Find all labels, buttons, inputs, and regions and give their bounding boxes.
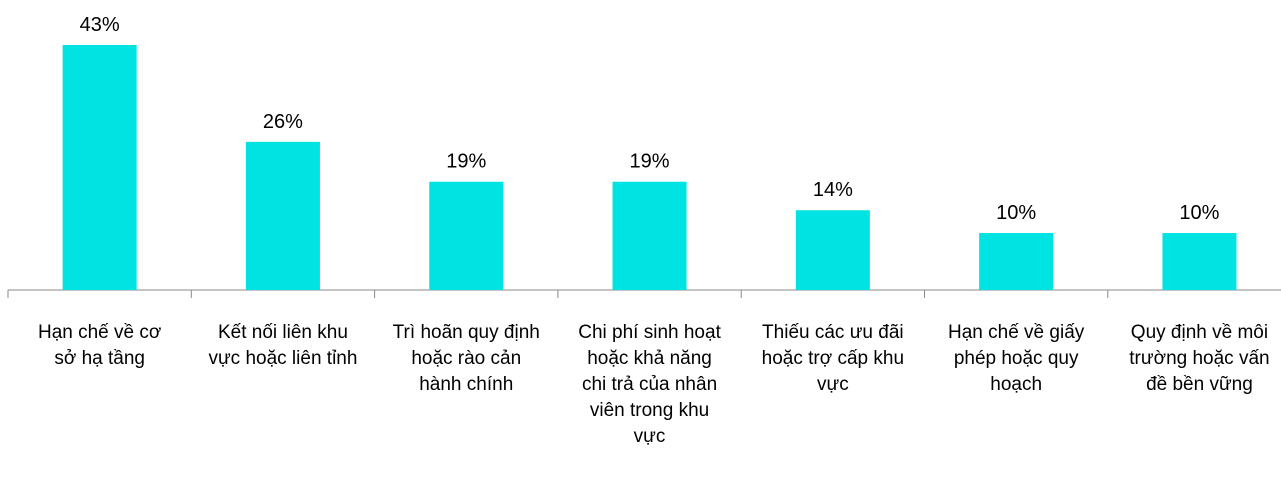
bar	[245, 141, 320, 290]
value-label: 19%	[446, 151, 486, 173]
x-tick-label: Thiếu các ưu đãi hoặc trợ cấp khu vực	[762, 322, 904, 395]
bar	[429, 181, 504, 290]
value-label: 26%	[263, 111, 303, 133]
x-tick-label: Hạn chế về cơ sở hạ tầng	[38, 322, 161, 369]
bar	[795, 210, 870, 290]
x-tick-label: Chi phí sinh hoạt hoặc khả năng chi trả củ…	[578, 322, 721, 447]
x-tick-label: Trì hoãn quy định hoặc rào cản hành chính	[393, 322, 540, 395]
bar	[979, 233, 1054, 290]
value-label: 19%	[630, 151, 670, 173]
value-label: 10%	[996, 202, 1036, 224]
x-tick-label: Kết nối liên khu vực hoặc liên tỉnh	[208, 322, 357, 369]
x-tick-label: Hạn chế về giấy phép hoặc quy hoạch	[948, 322, 1085, 395]
x-tick-label: Quy định về môi trường hoặc vấn đề bền vữn…	[1129, 322, 1269, 395]
value-label: 43%	[80, 14, 120, 36]
bar	[62, 45, 137, 290]
value-label: 10%	[1179, 202, 1219, 224]
bar	[1162, 233, 1237, 290]
bar	[612, 181, 687, 290]
value-label: 14%	[813, 179, 853, 201]
